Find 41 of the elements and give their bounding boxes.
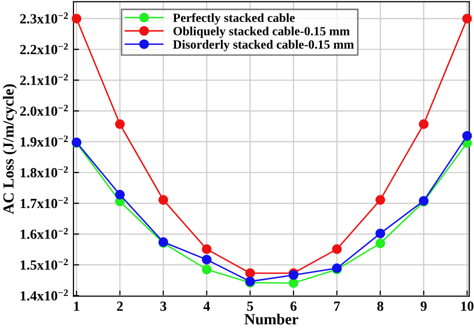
point [115,119,125,130]
y-tick-label: 2.0x10$^{−2}$ [20,104,68,116]
y-tick-label: 1.4x10$^{−2}$ [20,289,68,301]
y-axis-title: AC Loss (J/m/cycle) [2,84,17,214]
y-tick-label: 1.7x10$^{−2}$ [20,197,68,208]
x-tick-label: 10 [461,302,474,311]
legend-label: Disorderly stacked cable-0.15 mm [173,40,354,52]
x-tick-label: 5 [247,302,254,311]
y-tick-label: 1.8x10$^{−2}$ [20,166,68,178]
x-axis-title: Number [244,314,298,324]
point [462,14,472,24]
point [375,238,386,248]
point [158,195,168,205]
legend-label: Obliquely stacked cable-0.15 mm [173,26,350,38]
x-tick-label: 3 [160,302,166,311]
x-tick-label: 4 [203,302,210,311]
point [418,119,429,130]
x-tick-label: 9 [420,302,427,311]
point [462,131,472,141]
y-tick-label: 1.9x10$^{−2}$ [20,136,68,147]
x-tick-label: 6 [290,302,297,311]
point [202,254,212,264]
legend-label: Perfectly stacked cable [173,13,295,25]
y-tick-label: 2.3x10$^{−2}$ [20,12,68,24]
point [115,190,125,200]
point [202,264,212,274]
x-tick-label: 2 [117,302,123,311]
y-tick-label: 1.6x10$^{−2}$ [20,228,68,240]
point [332,244,342,254]
point [202,244,212,254]
x-tick-label: 7 [334,302,340,311]
point [245,268,255,278]
y-tick-label: 2.2x10$^{−2}$ [20,43,68,54]
point [72,14,82,24]
y-tick-label: 2.1x10$^{−2}$ [20,74,68,86]
x-tick-label: 8 [377,302,384,311]
point [288,278,298,288]
point [375,228,386,238]
point [375,195,386,205]
y-tick-label: 1.5x10$^{−2}$ [20,258,68,270]
x-tick-label: 1 [74,302,80,311]
